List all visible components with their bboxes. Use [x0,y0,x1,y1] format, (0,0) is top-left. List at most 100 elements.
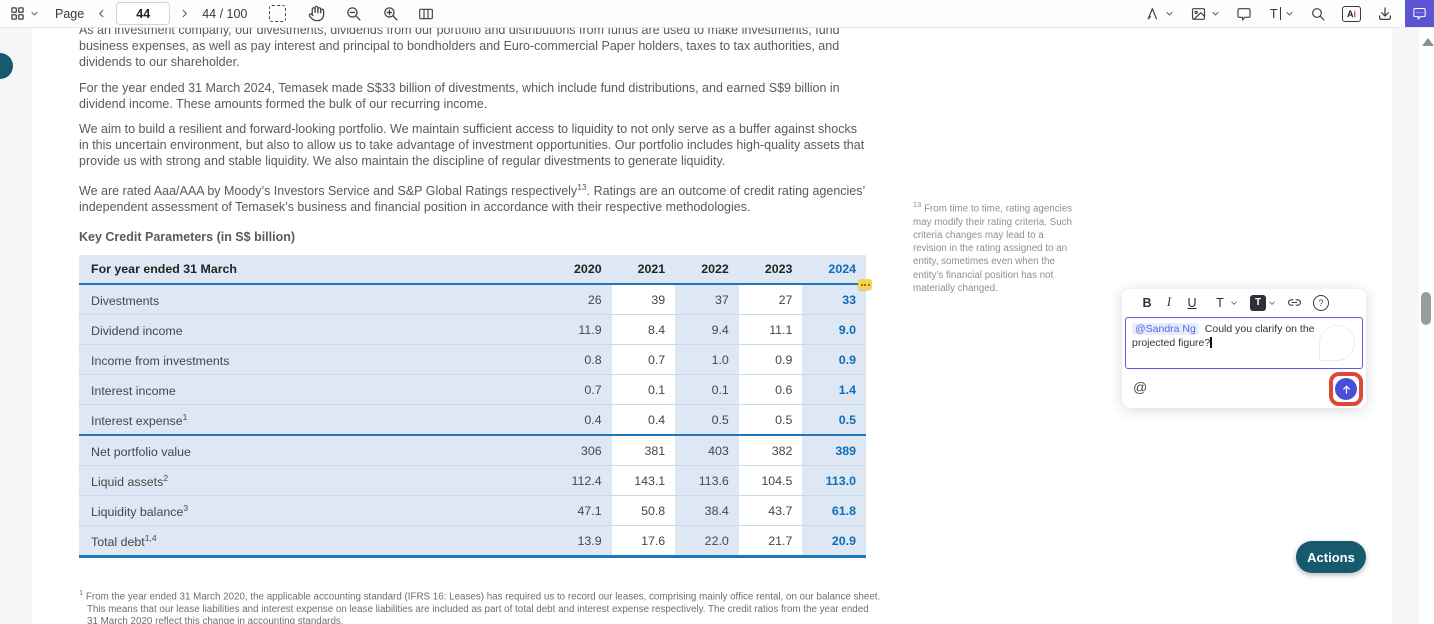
send-comment-button[interactable] [1335,378,1357,400]
credit-parameters-table: For year ended 31 March 2020 2021 2022 2… [79,255,872,559]
cell: 0.1 [611,374,676,406]
chevron-down-icon[interactable] [1211,9,1220,18]
cell: 13.9 [548,525,612,559]
page-number-input[interactable] [116,2,171,25]
link-icon[interactable] [1288,296,1301,309]
table-title: Key Credit Parameters (in S$ billion) [79,230,296,245]
comments-panel-icon[interactable] [1405,0,1434,27]
cell: 306 [548,435,612,467]
cell: 43.7 [738,495,803,527]
grid-view-icon[interactable] [10,6,25,21]
header-year: 2020 [548,255,612,286]
speech-bubble-watermark-icon [1319,325,1355,361]
page-layout-icon[interactable] [417,6,435,22]
search-icon[interactable] [1310,6,1326,22]
cell: 113.6 [675,465,739,497]
cell: 381 [611,435,676,467]
comment-marker-icon[interactable] [858,279,872,291]
comment-icon[interactable] [1236,6,1252,22]
comment-text: Could you clarify on the projected figur… [1132,323,1315,349]
cell: 37 [675,284,739,316]
row-label: Interest income [79,374,549,406]
document-page: As an investment company, our divestment… [79,22,872,559]
header-label: For year ended 31 March [79,255,549,286]
download-icon[interactable] [1377,6,1393,22]
text-color-button[interactable]: T [1250,294,1266,311]
cell: 382 [738,435,803,467]
italic-button[interactable]: I [1166,295,1172,309]
cell: 1.4 [802,374,866,406]
left-gutter [0,27,32,624]
table-row: Liquidity balance3 47.1 50.8 38.4 43.7 6… [79,495,866,527]
table-row: Total debt1,4 13.9 17.6 22.0 21.7 20.9 [79,525,866,559]
next-page-icon[interactable] [179,8,190,19]
pan-hand-icon[interactable] [308,5,325,22]
cell: 0.7 [548,374,612,406]
comment-popup: B I U T T ? @Sandra Ng Could you clarify… [1122,289,1366,408]
cell: 389 [802,435,866,467]
text-tool-icon[interactable]: T [1270,6,1281,21]
chevron-down-icon[interactable] [1268,299,1276,307]
cell: 0.8 [548,344,612,376]
right-gutter [1392,27,1419,624]
table-row: Interest income 0.7 0.1 0.1 0.6 1.4 [79,374,866,406]
table-row: Dividend income 11.9 8.4 9.4 11.1 9.0 [79,314,866,346]
comment-text-input[interactable]: @Sandra Ng Could you clarify on the proj… [1125,317,1363,369]
cell: 112.4 [548,465,612,497]
annotation-highlight-ring [1329,372,1363,406]
cell: 33 [802,284,866,316]
paragraph-ratings: We are rated Aaa/AAA by Moody’s Investor… [79,181,865,214]
marquee-select-icon[interactable] [269,5,287,22]
cell: 11.9 [548,314,612,346]
mention-button[interactable]: @ [1133,379,1148,395]
row-label: Interest expense1 [79,404,549,437]
cell: 21.7 [738,525,803,559]
page-count-label: 44 / 100 [202,6,248,21]
table-header-row: For year ended 31 March 2020 2021 2022 2… [79,255,872,291]
underline-button[interactable]: U [1187,295,1197,310]
toolbar-left-group: Page 44 / 100 [10,0,435,27]
zoom-in-icon[interactable] [382,5,399,22]
bold-button[interactable]: B [1142,295,1152,310]
table-row: Income from investments 0.8 0.7 1.0 0.9 … [79,344,866,376]
cell: 8.4 [611,314,676,346]
cell: 26 [548,284,612,316]
cell: 27 [738,284,803,316]
top-toolbar: Page 44 / 100 [0,0,1434,28]
actions-button[interactable]: Actions [1296,541,1366,573]
cell: 0.7 [611,344,676,376]
zoom-out-icon[interactable] [345,5,362,22]
cell: 22.0 [675,525,739,559]
cell: 0.5 [802,404,866,437]
cell: 403 [675,435,739,467]
prev-page-icon[interactable] [96,8,107,19]
draw-icon[interactable] [1145,6,1161,22]
cell: 113.0 [802,465,866,497]
side-fab-button[interactable] [0,53,13,79]
cell: 9.0 [802,314,866,346]
cell: 0.9 [802,344,866,376]
row-label: Divestments [79,284,549,316]
chevron-down-icon[interactable] [1230,299,1238,307]
cell: 104.5 [738,465,803,497]
row-label: Total debt1,4 [79,525,549,559]
chevron-down-icon[interactable] [30,9,39,18]
table-row: Liquid assets2 112.4 143.1 113.6 104.5 1… [79,465,866,497]
margin-footnote: 13 From time to time, rating agencies ma… [913,200,1073,295]
help-icon[interactable]: ? [1313,294,1329,311]
image-icon[interactable] [1190,6,1207,22]
cell: 11.1 [738,314,803,346]
cell: 0.5 [675,404,739,437]
mention-chip[interactable]: @Sandra Ng [1132,323,1199,335]
chevron-down-icon[interactable] [1285,9,1294,18]
scroll-up-arrow-icon[interactable] [1422,38,1434,46]
chevron-down-icon[interactable] [1165,9,1174,18]
cell: 0.9 [738,344,803,376]
row-label: Income from investments [79,344,549,376]
scrollbar-thumb[interactable] [1421,292,1431,325]
page-label: Page [55,6,85,21]
comment-popup-footer: @ [1122,370,1366,408]
text-style-button[interactable]: T [1216,295,1224,310]
